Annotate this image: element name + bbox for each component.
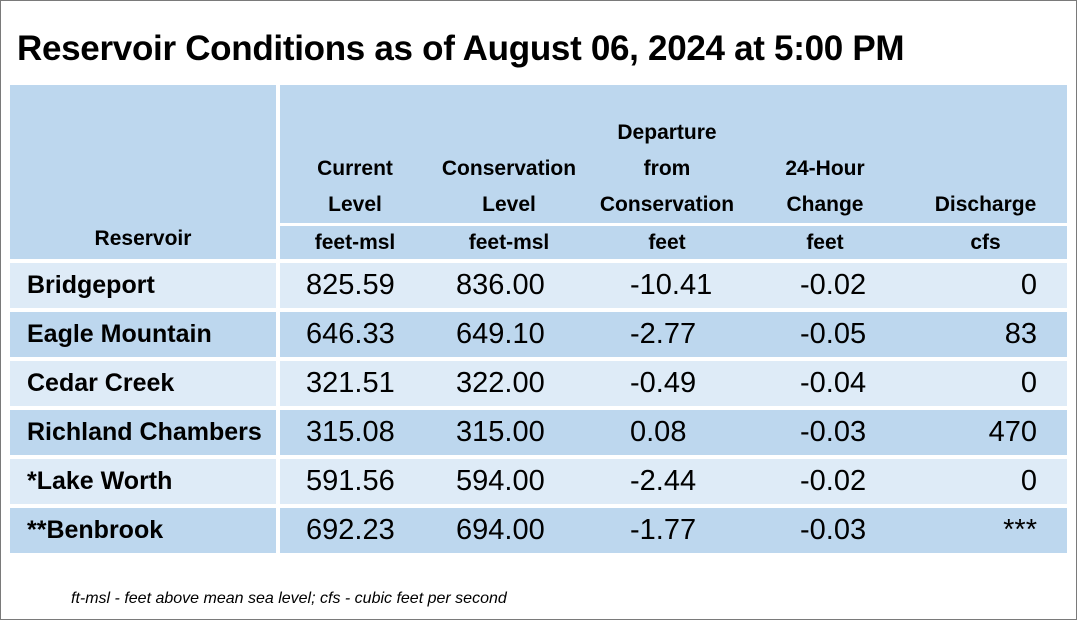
conservation-level-cell: 694.00 [430,504,588,553]
unit-row: feet-msl feet-msl feet feet cfs [10,223,1067,259]
conservation-level-cell: 836.00 [430,259,588,308]
column-header-conservation-level: Conservation Level [430,85,588,223]
table-row: Eagle Mountain 646.33 649.10 -2.77 -0.05… [10,308,1067,357]
column-header-departure: Departure from Conservation [588,85,746,223]
reservoir-name: Richland Chambers [10,406,276,455]
column-header-24-hour-change: 24-Hour Change [746,85,904,223]
column-header-current-level: Current Level [276,85,430,223]
discharge-cell: 0 [904,357,1067,406]
conservation-level-cell: 315.00 [430,406,588,455]
header-line: Departure [617,121,717,144]
table-row: Bridgeport 825.59 836.00 -10.41 -0.02 0 [10,259,1067,308]
departure-cell: -2.44 [588,455,746,504]
header-line: from [643,157,691,180]
discharge-cell: 0 [904,455,1067,504]
departure-cell: -1.77 [588,504,746,553]
conservation-level-cell: 594.00 [430,455,588,504]
current-level-cell: 591.56 [276,455,430,504]
change-cell: -0.05 [746,308,904,357]
reservoir-name: Eagle Mountain [10,308,276,357]
discharge-cell: 83 [904,308,1067,357]
current-level-cell: 825.59 [276,259,430,308]
current-level-cell: 321.51 [276,357,430,406]
header-line: Level [328,193,382,216]
header-line: Conservation [441,157,577,180]
conservation-level-cell: 649.10 [430,308,588,357]
current-level-cell: 692.23 [276,504,430,553]
unit-current-level: feet-msl [276,223,430,259]
reservoir-name: Bridgeport [10,259,276,308]
departure-cell: -10.41 [588,259,746,308]
column-header-discharge: Discharge [904,85,1067,223]
change-cell: -0.02 [746,455,904,504]
change-cell: -0.03 [746,406,904,455]
table-row: Cedar Creek 321.51 322.00 -0.49 -0.04 0 [10,357,1067,406]
departure-cell: -0.49 [588,357,746,406]
unit-24-hour-change: feet [746,223,904,259]
header-line: Level [482,193,536,216]
unit-conservation-level: feet-msl [430,223,588,259]
change-cell: -0.03 [746,504,904,553]
change-cell: -0.02 [746,259,904,308]
footnote: ft-msl - feet above mean sea level; cfs … [71,590,507,607]
reservoir-name: *Lake Worth [10,455,276,504]
departure-cell: 0.08 [588,406,746,455]
change-cell: -0.04 [746,357,904,406]
header-line: Change [786,193,864,216]
header-line: 24-Hour [785,157,865,180]
reservoir-name: Cedar Creek [10,357,276,406]
reservoir-table: Reservoir Current Level Conservation Lev… [10,85,1067,553]
conservation-level-cell: 322.00 [430,357,588,406]
unit-discharge: cfs [904,223,1067,259]
table-row: *Lake Worth 591.56 594.00 -2.44 -0.02 0 [10,455,1067,504]
table-row: Richland Chambers 315.08 315.00 0.08 -0.… [10,406,1067,455]
column-header-reservoir: Reservoir [10,85,276,259]
header-row: Reservoir Current Level Conservation Lev… [10,85,1067,259]
table-row: **Benbrook 692.23 694.00 -1.77 -0.03 *** [10,504,1067,553]
discharge-cell: 470 [904,406,1067,455]
header-line: Current [317,157,393,180]
header-line: Discharge [934,193,1037,216]
discharge-cell: 0 [904,259,1067,308]
unit-departure: feet [588,223,746,259]
column-header-label: Reservoir [94,227,192,250]
current-level-cell: 315.08 [276,406,430,455]
current-level-cell: 646.33 [276,308,430,357]
report-title: Reservoir Conditions as of August 06, 20… [17,29,905,68]
departure-cell: -2.77 [588,308,746,357]
header-line: Conservation [599,193,735,216]
discharge-cell: *** [904,504,1067,553]
reservoir-name: **Benbrook [10,504,276,553]
